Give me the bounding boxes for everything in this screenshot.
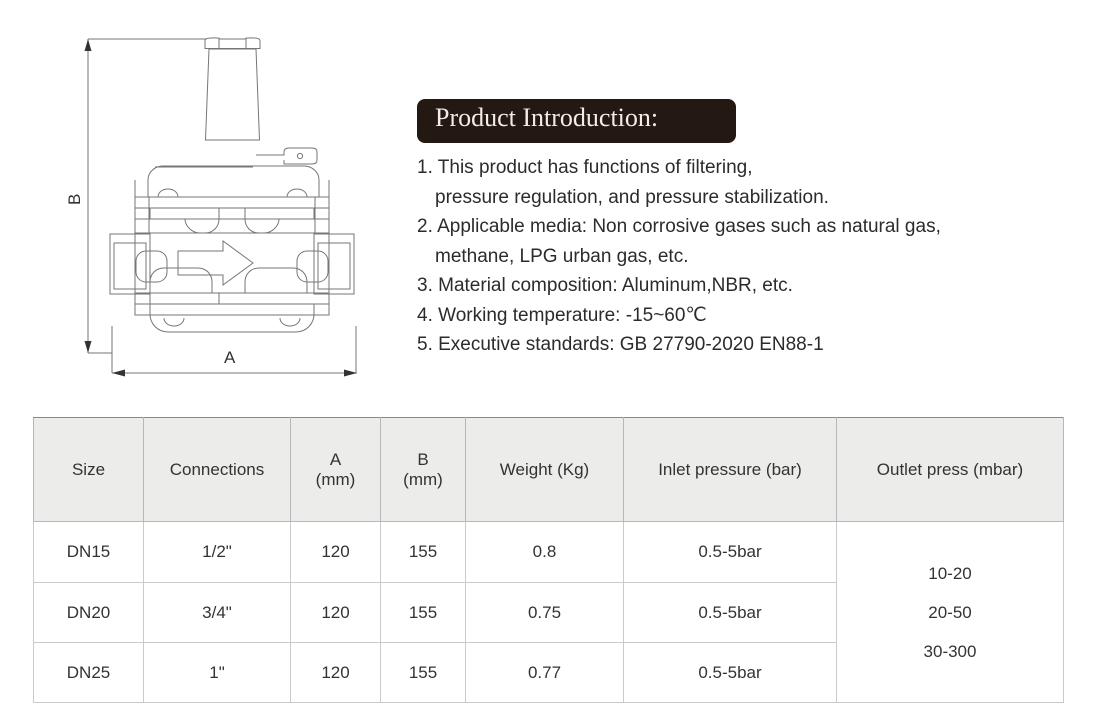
svg-text:B: B xyxy=(65,194,84,205)
